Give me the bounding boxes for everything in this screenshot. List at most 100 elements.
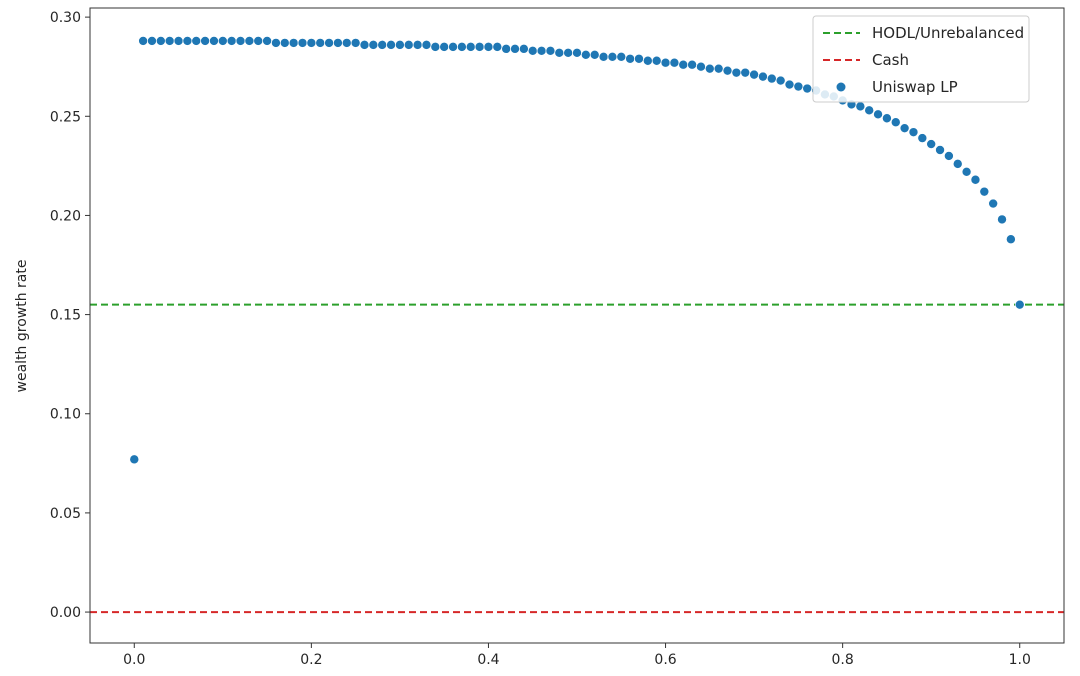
data-point — [527, 46, 538, 56]
data-point — [315, 38, 326, 48]
y-tick-label: 0.10 — [50, 407, 81, 423]
x-tick-label: 1.0 — [1009, 652, 1031, 668]
data-point — [262, 36, 272, 46]
data-point — [926, 139, 936, 149]
data-point — [297, 38, 308, 48]
data-point — [474, 42, 485, 52]
data-point — [368, 40, 379, 50]
data-point — [598, 51, 609, 62]
data-point — [341, 38, 352, 48]
data-point — [758, 71, 768, 82]
data-point — [350, 38, 361, 48]
data-point — [492, 42, 503, 52]
data-point — [713, 63, 724, 74]
data-point — [740, 67, 751, 78]
data-point — [430, 42, 441, 52]
data-point — [554, 48, 565, 58]
data-point — [519, 44, 529, 54]
data-point — [581, 50, 591, 60]
data-point — [421, 40, 432, 50]
data-point — [288, 38, 299, 48]
x-tick-label: 0.4 — [477, 652, 499, 668]
data-point — [483, 42, 494, 52]
data-point — [218, 36, 228, 46]
data-point — [191, 36, 202, 46]
data-point — [403, 40, 414, 50]
legend-uniswap-marker — [836, 82, 846, 92]
data-point — [306, 38, 317, 48]
data-point — [944, 151, 954, 161]
y-tick-label: 0.15 — [50, 308, 81, 324]
data-point — [997, 214, 1007, 225]
data-point — [536, 46, 547, 56]
x-tick-label: 0.6 — [654, 652, 676, 668]
data-point — [545, 46, 556, 56]
data-point — [173, 36, 184, 46]
plot-frame — [89, 7, 1065, 644]
data-point — [899, 123, 910, 133]
data-point — [386, 40, 396, 50]
data-point — [359, 40, 370, 50]
data-point — [766, 73, 777, 84]
data-point — [634, 53, 644, 64]
data-point — [395, 40, 405, 50]
data-point — [979, 186, 990, 197]
data-point — [908, 127, 919, 137]
data-point — [439, 42, 449, 52]
data-point — [882, 113, 892, 124]
data-point — [377, 40, 388, 50]
y-tick-label: 0.05 — [50, 506, 81, 522]
y-tick-label: 0.20 — [50, 208, 81, 224]
data-point — [961, 167, 972, 177]
data-point — [209, 36, 219, 46]
legend-uniswap-label: Uniswap LP — [872, 78, 958, 96]
data-point — [324, 38, 334, 48]
y-tick-label: 0.25 — [50, 109, 81, 125]
data-point — [643, 55, 653, 66]
x-tick-label: 0.8 — [832, 652, 854, 668]
data-point — [802, 83, 813, 94]
data-point — [705, 63, 715, 74]
legend: HODL/Unrebalanced Cash Uniswap LP — [812, 15, 1030, 103]
data-point — [864, 105, 875, 116]
data-point — [412, 40, 423, 50]
data-point — [616, 51, 627, 62]
data-point — [465, 42, 476, 52]
data-point — [873, 109, 883, 120]
data-point — [200, 36, 210, 46]
data-point — [147, 36, 157, 46]
data-point — [1006, 234, 1016, 245]
data-point — [890, 117, 901, 128]
data-point — [182, 36, 193, 46]
legend-cash-label: Cash — [872, 51, 909, 69]
data-point — [271, 38, 281, 48]
data-point — [988, 198, 998, 209]
data-point — [669, 57, 680, 68]
x-tick-label: 0.2 — [300, 652, 322, 668]
data-point — [678, 59, 689, 70]
data-point — [164, 36, 175, 46]
data-point — [572, 48, 582, 58]
data-point — [235, 36, 246, 46]
data-point — [793, 81, 804, 92]
y-tick-label: 0.00 — [50, 605, 81, 621]
data-point — [660, 57, 671, 68]
data-point — [970, 174, 981, 185]
data-point — [935, 145, 945, 155]
data-point — [775, 75, 786, 86]
data-point — [457, 42, 467, 52]
data-point — [722, 65, 733, 76]
legend-hodl-label: HODL/Unrebalanced — [872, 24, 1024, 42]
data-point — [501, 44, 511, 54]
data-point — [952, 159, 963, 169]
data-point — [687, 59, 697, 70]
data-point — [749, 69, 759, 80]
data-point — [589, 50, 600, 60]
data-point — [855, 101, 866, 112]
data-point — [253, 36, 264, 46]
y-tick-label: 0.30 — [50, 10, 81, 26]
data-point — [129, 454, 140, 465]
data-point — [917, 133, 928, 143]
data-point — [731, 67, 742, 78]
